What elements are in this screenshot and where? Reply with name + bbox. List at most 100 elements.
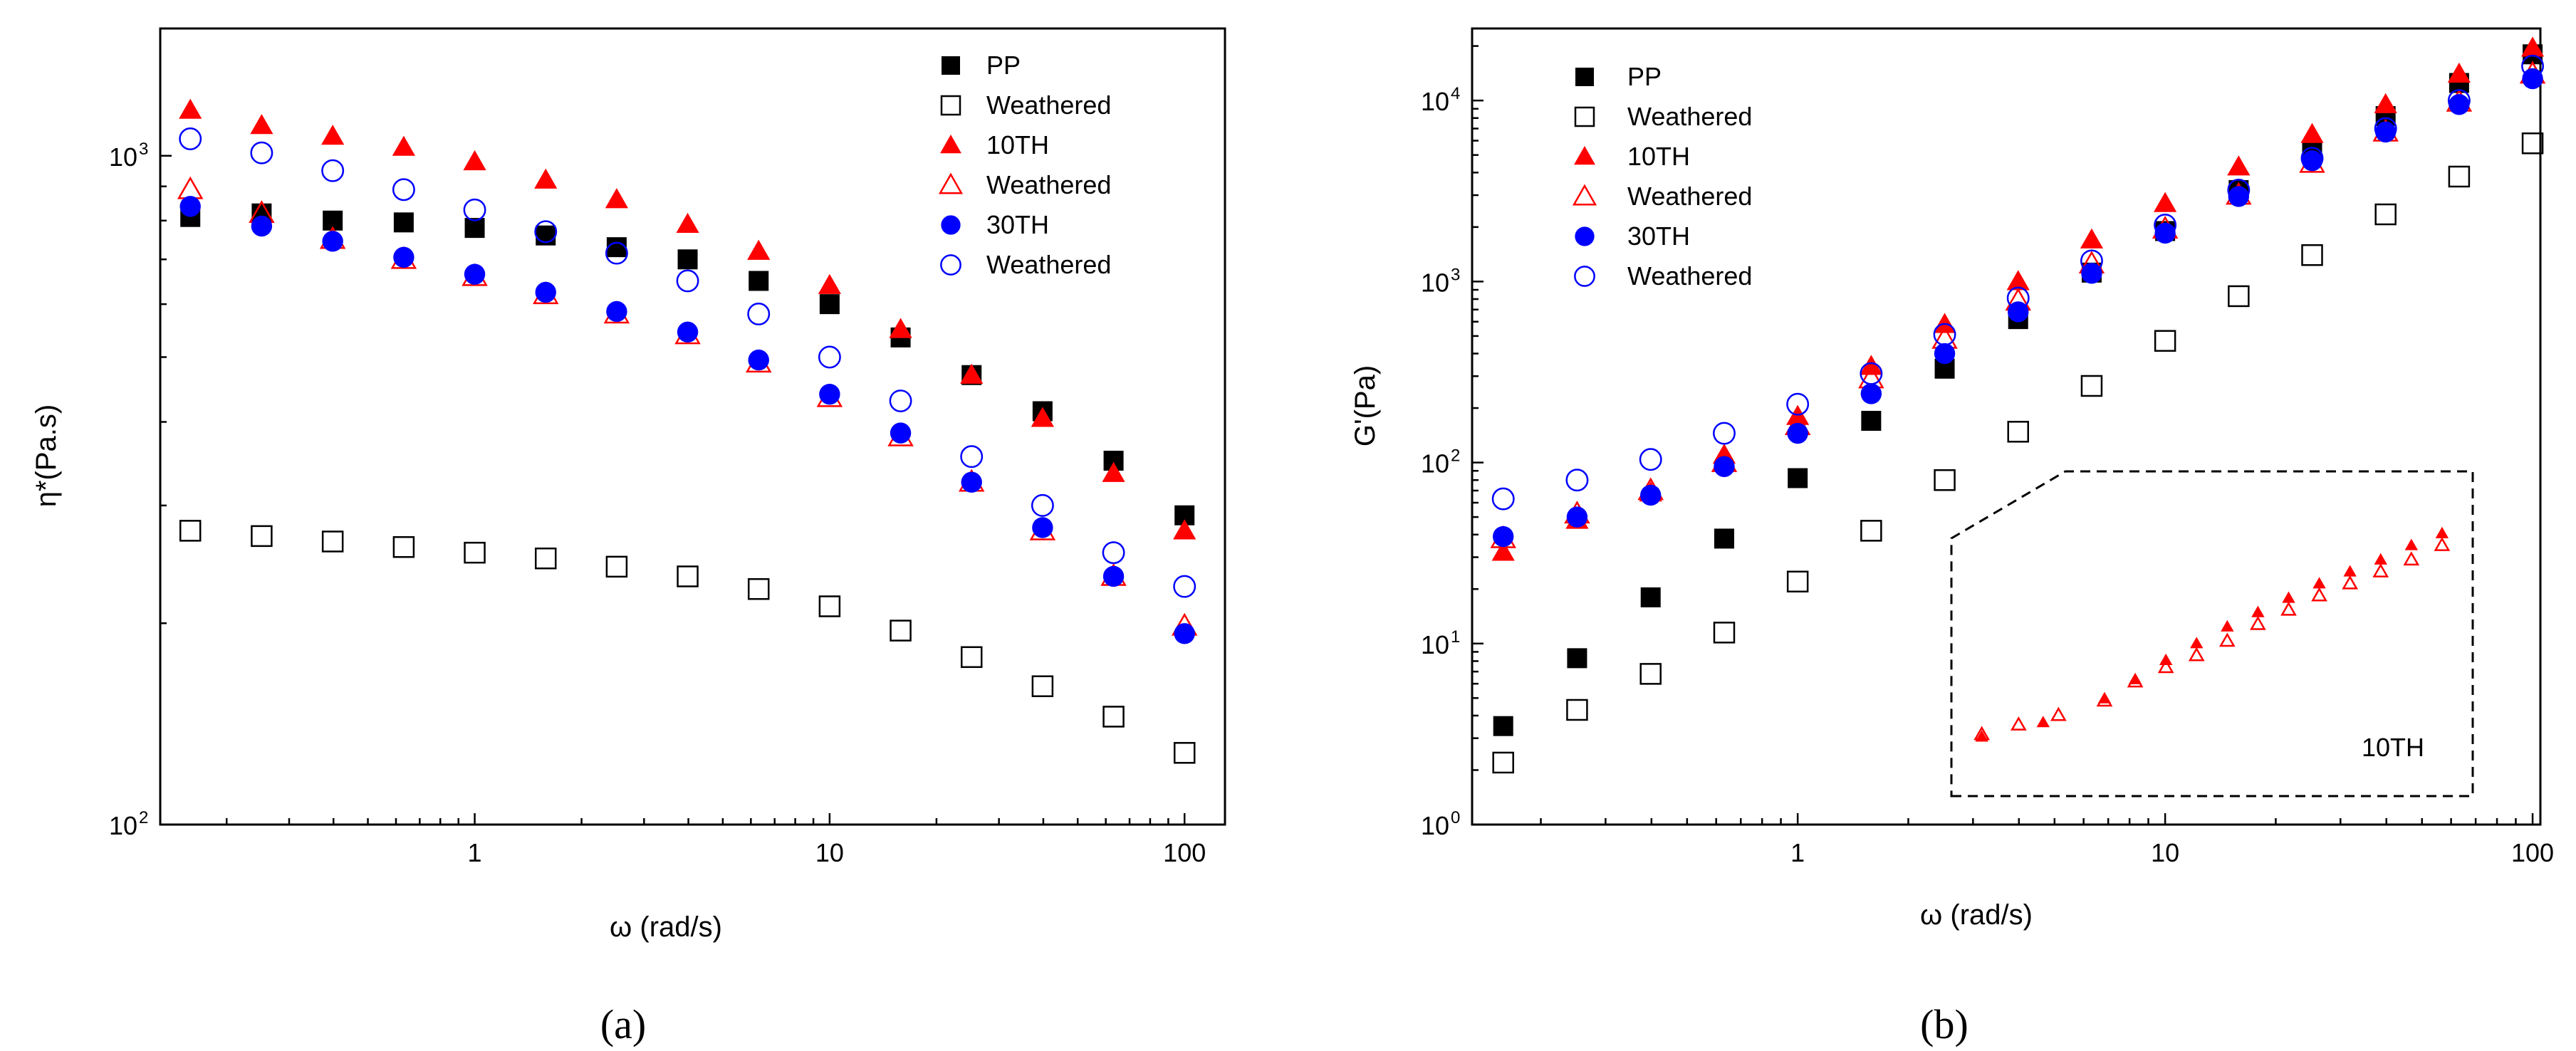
- inset-data-point: [2050, 706, 2067, 721]
- data-point: [747, 239, 771, 260]
- inset-data-point: [2435, 526, 2449, 538]
- inset-data-point: [2282, 591, 2295, 603]
- legend-label: PP: [986, 51, 1021, 80]
- data-point: [535, 281, 556, 303]
- y-tick-exponent: 1: [1451, 627, 1460, 647]
- data-point: [1102, 461, 1125, 482]
- data-point: [747, 303, 771, 325]
- data-point: [1566, 506, 1588, 528]
- data-point: [1713, 622, 1736, 644]
- data-points-b: [1490, 36, 2546, 774]
- data-point: [2006, 270, 2030, 291]
- legend-label: Weathered: [986, 250, 1111, 279]
- inset-data-point: [2374, 553, 2387, 565]
- data-point: [2007, 421, 2029, 443]
- data-point: [960, 363, 984, 384]
- data-point: [251, 215, 273, 237]
- x-axis-label-a: ω (rad/s): [610, 911, 722, 943]
- data-point: [1860, 362, 1883, 385]
- data-point: [1786, 570, 1809, 592]
- panel-label-a: (a): [600, 1001, 646, 1047]
- inset-data-point: [2343, 565, 2357, 577]
- data-point: [2227, 155, 2251, 176]
- data-point: [889, 318, 912, 338]
- x-tick-label: 10: [815, 838, 844, 867]
- inset-data-point: [2096, 692, 2113, 707]
- data-point: [2154, 330, 2176, 352]
- data-point: [2449, 94, 2470, 115]
- legend-label: Weathered: [1627, 261, 1752, 291]
- data-point: [1565, 469, 1589, 492]
- inset-data-point: [1973, 726, 1991, 741]
- inset-data-point: [2250, 615, 2266, 630]
- data-point: [960, 646, 983, 669]
- legend-label: 30TH: [986, 210, 1049, 239]
- y-tick-label: 10: [109, 142, 137, 172]
- legend-label: Weathered: [1627, 102, 1752, 131]
- inset-10th: 10TH: [1950, 470, 2474, 798]
- inset-data-point: [2280, 601, 2297, 616]
- data-point: [464, 263, 486, 285]
- legend-marker: [940, 135, 961, 154]
- inset-data-point: [2157, 659, 2174, 674]
- data-point: [2006, 286, 2030, 310]
- data-point: [2374, 117, 2397, 140]
- inset-border: [1950, 470, 2474, 798]
- data-point: [2374, 93, 2397, 113]
- legend-marker: [1574, 266, 1595, 287]
- legend-label: Weathered: [1627, 182, 1752, 211]
- data-point: [677, 321, 699, 343]
- inset-data-point: [2403, 551, 2420, 566]
- data-point: [2154, 192, 2177, 212]
- data-point: [1786, 392, 1810, 416]
- y-tick-exponent: 3: [139, 140, 148, 159]
- data-point: [819, 383, 840, 405]
- inset-data-point: [2188, 647, 2205, 662]
- data-point: [1714, 528, 1734, 549]
- data-point: [392, 535, 415, 558]
- y-tick-label: 10: [109, 811, 137, 840]
- data-point: [464, 218, 485, 239]
- inset-data-point: [2372, 563, 2389, 577]
- data-point: [605, 555, 628, 578]
- data-point: [605, 188, 628, 209]
- y-tick-label: 10: [1421, 449, 1449, 479]
- data-point: [1860, 520, 1882, 542]
- data-point: [1491, 487, 1515, 511]
- plot-frame-b: [1471, 27, 2542, 826]
- data-point: [2227, 179, 2251, 202]
- y-tick-exponent: 0: [1451, 808, 1460, 827]
- x-tick-label: 100: [2511, 838, 2554, 867]
- legend-marker: [942, 56, 960, 75]
- data-point: [179, 196, 201, 217]
- data-point: [2522, 68, 2543, 90]
- data-point: [1032, 517, 1053, 538]
- y-tick-label: 10: [1421, 268, 1449, 297]
- data-point: [1492, 751, 1514, 774]
- legend-label: PP: [1627, 62, 1662, 91]
- data-point: [2301, 150, 2323, 172]
- panel-label-b: (b): [1920, 1001, 1968, 1047]
- legend-b: PP Weathered 10TH Weathered 30TH Weathered: [1572, 62, 1752, 291]
- inset-data-point: [2218, 632, 2236, 647]
- data-point: [1102, 706, 1125, 728]
- data-point: [463, 150, 486, 171]
- data-point: [1173, 575, 1196, 598]
- inset-label: 10TH: [2362, 733, 2424, 762]
- y-tick-label: 10: [1421, 87, 1449, 116]
- data-point: [392, 135, 415, 156]
- x-axis-label-b: ω (rad/s): [1920, 899, 2033, 931]
- data-point: [890, 619, 912, 642]
- data-point: [2521, 54, 2545, 78]
- data-point: [676, 212, 699, 233]
- inset-data-point: [2312, 577, 2326, 589]
- data-point: [960, 445, 984, 469]
- data-point: [321, 530, 344, 553]
- data-point: [1174, 623, 1195, 644]
- data-point: [463, 198, 486, 221]
- data-point: [1639, 448, 1662, 471]
- data-point: [1933, 323, 1956, 346]
